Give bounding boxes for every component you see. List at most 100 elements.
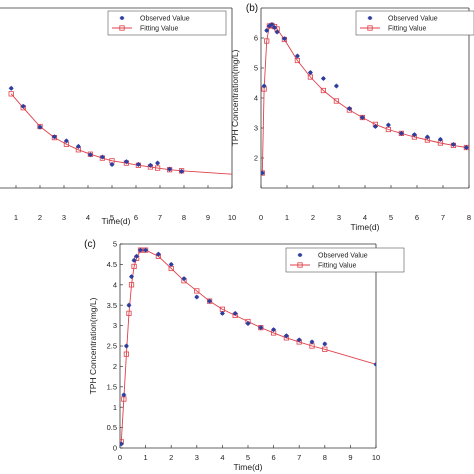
x-tick-label: 1 — [14, 213, 18, 222]
fitting-value-marker — [322, 346, 328, 352]
x-tick-label: 4 — [220, 453, 224, 462]
observed-value-point — [322, 341, 328, 347]
legend-observed-label: Observed Value — [388, 16, 438, 23]
legend-fitting-label: Fitting Value — [318, 263, 356, 270]
observed-value-point — [399, 131, 404, 136]
observed-value-point — [76, 144, 81, 149]
observed-value-point — [282, 36, 287, 41]
y-tick-label: 5 — [254, 64, 258, 73]
x-tick-label: 6 — [134, 213, 138, 222]
y-tick-label: 2.5 — [107, 342, 117, 351]
panel-c: 0 1 2 3 4 5 6 7 8 9 1000.511.522.533.544.55Time(d)… — [84, 239, 405, 472]
observed-value-point — [261, 170, 265, 176]
observed-value-point — [148, 162, 153, 168]
observed-value-point — [309, 339, 315, 345]
plot-area — [8, 85, 232, 175]
x-tick-label: 2 — [38, 213, 42, 222]
y-tick-label: 3.5 — [107, 301, 117, 310]
y-tick-label: 6 — [254, 34, 258, 43]
observed-value-point — [220, 310, 225, 316]
legend-observed-marker — [367, 16, 373, 20]
observed-value-point — [120, 441, 124, 447]
y-tick-label: 1 — [113, 403, 117, 412]
panel-label: (c) — [84, 239, 96, 250]
y-axis-label: TPH Concentration(mg/L) — [88, 297, 98, 394]
observed-value-point — [308, 70, 313, 75]
fitting-value-marker — [333, 98, 340, 104]
x-tick-label: 9 — [206, 213, 210, 222]
x-tick-label: 6 — [415, 213, 419, 222]
y-tick-label: 2 — [254, 154, 258, 163]
legend-fitting-label: Fitting Value — [388, 26, 426, 33]
fitting-value-line — [10, 93, 232, 175]
observed-value-point — [179, 168, 184, 174]
legend-fitting-marker — [297, 262, 303, 268]
fitting-value-marker — [264, 38, 270, 44]
observed-value-point — [386, 122, 391, 128]
y-tick-label: 0 — [113, 444, 117, 453]
y-tick-label: 2 — [113, 362, 117, 371]
observed-value-point — [181, 276, 187, 282]
observed-value-point — [269, 22, 275, 27]
plot-area — [120, 247, 376, 447]
legend: Observed Value Fitting Value — [355, 10, 474, 36]
observed-value-point — [373, 124, 378, 129]
legend-fitting-marker — [367, 25, 373, 31]
legend-observed-marker — [119, 16, 125, 20]
fitting-value-marker — [8, 91, 14, 97]
x-tick-label: 0 — [118, 453, 122, 462]
observed-value-point — [451, 142, 456, 147]
x-axis-label: Time(d) — [234, 462, 263, 472]
legend-box — [285, 247, 405, 273]
x-tick-label: 5 — [389, 213, 393, 222]
x-tick-label: 8 — [467, 213, 471, 222]
x-tick-label: 3 — [337, 213, 341, 222]
observed-value-point — [295, 53, 300, 59]
fitting-value-marker — [194, 288, 200, 294]
x-tick-label: 1 — [144, 453, 148, 462]
panel-label: (b) — [246, 3, 258, 14]
legend: Observed Value Fitting Value — [107, 10, 227, 36]
observed-value-point — [155, 160, 160, 166]
observed-value-point — [124, 343, 129, 349]
panel-b: 0 1 2 3 4 5 6 7 8 2 3 4 5 6 Time(d) TPH Concentration(m… — [230, 3, 474, 232]
observed-value-point — [131, 257, 137, 263]
observed-value-point — [284, 333, 289, 339]
observed-value-point — [232, 310, 238, 316]
x-tick-label: 7 — [441, 213, 445, 222]
observed-value-point — [100, 154, 105, 160]
fitting-value-marker — [320, 87, 327, 94]
x-tick-label: 3 — [195, 453, 199, 462]
x-tick-label: 2 — [311, 213, 315, 222]
observed-value-point — [20, 103, 26, 109]
fitting-value-marker — [154, 165, 161, 171]
observed-value-point — [52, 134, 57, 140]
x-tick-label: 4 — [363, 213, 367, 222]
y-tick-label: 1.5 — [107, 382, 117, 391]
x-tick-label: 5 — [110, 213, 114, 222]
legend-fitting-label: Fitting Value — [140, 26, 178, 33]
fitting-value-marker — [126, 310, 132, 316]
y-tick-label: 4 — [254, 94, 258, 103]
x-tick-label: 10 — [228, 213, 236, 222]
observed-value-point — [194, 294, 200, 300]
observed-value-point — [373, 361, 376, 367]
observed-value-point — [274, 29, 280, 35]
y-tick-label: 3 — [113, 321, 117, 330]
panel-a: 1 2 3 4 5 6 7 8 9 10 Time(d) Observed Value Fitting … — [0, 7, 236, 226]
legend-fitting-marker — [119, 25, 125, 31]
y-tick-label: 0.5 — [107, 423, 117, 432]
y-tick-label: 5 — [113, 240, 117, 249]
x-tick-label: 1 — [285, 213, 289, 222]
observed-value-point — [156, 251, 161, 257]
observed-value-point — [334, 83, 339, 89]
observed-value-point — [64, 138, 69, 144]
observed-value-point — [138, 247, 143, 253]
x-tick-label: 2 — [169, 453, 173, 462]
observed-value-point — [271, 327, 276, 333]
legend-box — [107, 10, 227, 36]
observed-value-point — [136, 162, 141, 167]
observed-value-point — [126, 302, 132, 308]
y-tick-label: 3 — [254, 124, 258, 133]
observed-value-point — [207, 298, 212, 304]
